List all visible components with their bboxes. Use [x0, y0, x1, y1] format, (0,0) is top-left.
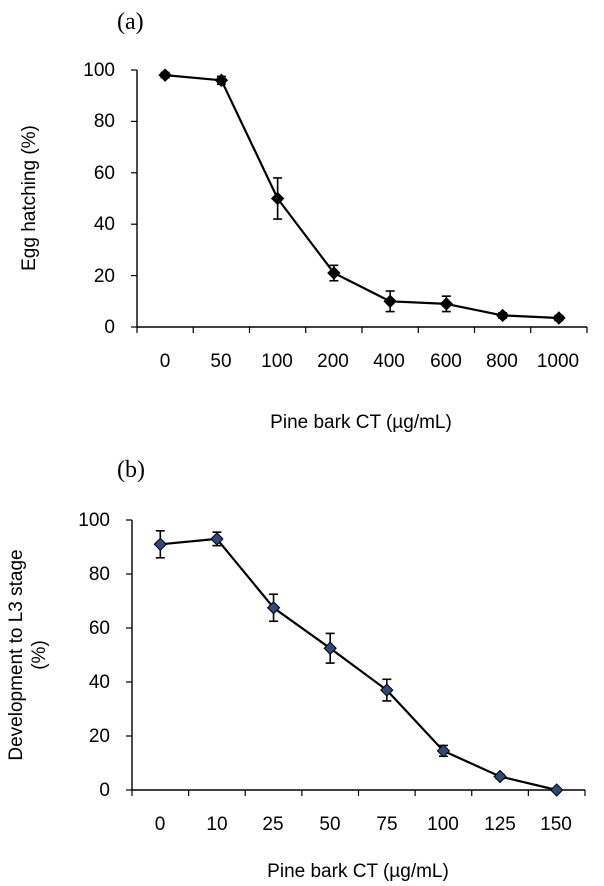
panel-a-ytick-label: 80 [94, 111, 115, 132]
panel-b-x-axis-title: Pine bark CT (µg/mL) [267, 861, 449, 882]
data-point-marker [495, 308, 510, 323]
data-point-marker [266, 601, 281, 615]
data-point-marker [158, 68, 172, 82]
panel-b-y-ticks [126, 519, 132, 791]
panel-b-xtick-label: 150 [540, 814, 572, 835]
panel-a-xtick-label: 100 [261, 351, 293, 372]
data-point-marker [549, 783, 564, 797]
panel-a-xtick-label: 600 [430, 351, 462, 372]
data-point-marker [383, 294, 397, 309]
panel-b-plot-area [153, 529, 564, 797]
panel-b-xtick-label: 125 [484, 814, 516, 835]
panel-a-xtick-label: 800 [486, 351, 518, 372]
panel-a-letter: (a) [117, 9, 144, 35]
panel-a-xtick-label: 200 [317, 351, 349, 372]
panel-b-x-ticks [131, 790, 586, 796]
panel-a-xtick-label: 50 [210, 351, 231, 372]
panel-a-xtick-label: 400 [373, 351, 405, 372]
panel-b-ytick-label: 20 [89, 726, 110, 747]
panel-a-ytick-label: 20 [94, 266, 115, 287]
panel-b-y-axis-title-line2: (%) [29, 640, 50, 670]
data-point-marker [210, 532, 224, 546]
panel-b-xtick-label: 50 [319, 814, 340, 835]
series-line [164, 74, 559, 320]
panel-b: (b) 0 20 40 60 80 100 0 10 25 50 75 100 … [6, 457, 586, 882]
panel-b-xtick-label: 25 [262, 814, 283, 835]
panel-a: (a) 0 20 40 60 80 100 0 50 100 200 400 6… [19, 9, 588, 433]
panel-b-y-axis-title-line1: Development to L3 stage [6, 549, 27, 760]
series-line [160, 537, 557, 792]
panel-a-ytick-label: 100 [83, 60, 115, 81]
panel-b-ytick-label: 100 [78, 510, 110, 531]
panel-b-ytick-label: 0 [99, 780, 110, 801]
data-point-marker [436, 744, 451, 758]
panel-a-x-axis-title: Pine bark CT (µg/mL) [270, 412, 452, 433]
panel-b-ytick-label: 40 [89, 672, 110, 693]
data-point-marker [327, 266, 341, 280]
panel-a-ytick-label: 60 [94, 163, 115, 184]
panel-b-xtick-label: 100 [427, 814, 459, 835]
panel-b-xtick-label: 75 [376, 814, 397, 835]
panel-a-xtick-label: 0 [160, 351, 171, 372]
data-point-marker [552, 311, 566, 325]
panel-a-plot-area [158, 68, 566, 325]
data-point-marker [493, 769, 507, 784]
panel-a-xtick-label: 1000 [537, 351, 579, 372]
data-point-marker [380, 683, 394, 697]
data-point-marker [214, 73, 229, 87]
panel-b-ytick-label: 60 [89, 618, 110, 639]
panel-a-x-ticks [136, 327, 588, 333]
panel-a-ytick-label: 40 [94, 214, 115, 235]
data-point-marker [439, 297, 454, 311]
panel-a-y-ticks [131, 69, 137, 328]
data-point-marker [270, 191, 285, 206]
panel-b-letter: (b) [117, 457, 145, 483]
panel-b-xtick-label: 10 [206, 814, 227, 835]
panel-b-ytick-label: 80 [89, 564, 110, 585]
panel-a-y-axis-title: Egg hatching (%) [19, 125, 40, 271]
data-point-marker [153, 537, 168, 552]
panel-a-ytick-label: 0 [104, 317, 115, 338]
data-point-marker [323, 641, 337, 655]
panel-b-xtick-label: 0 [155, 814, 166, 835]
